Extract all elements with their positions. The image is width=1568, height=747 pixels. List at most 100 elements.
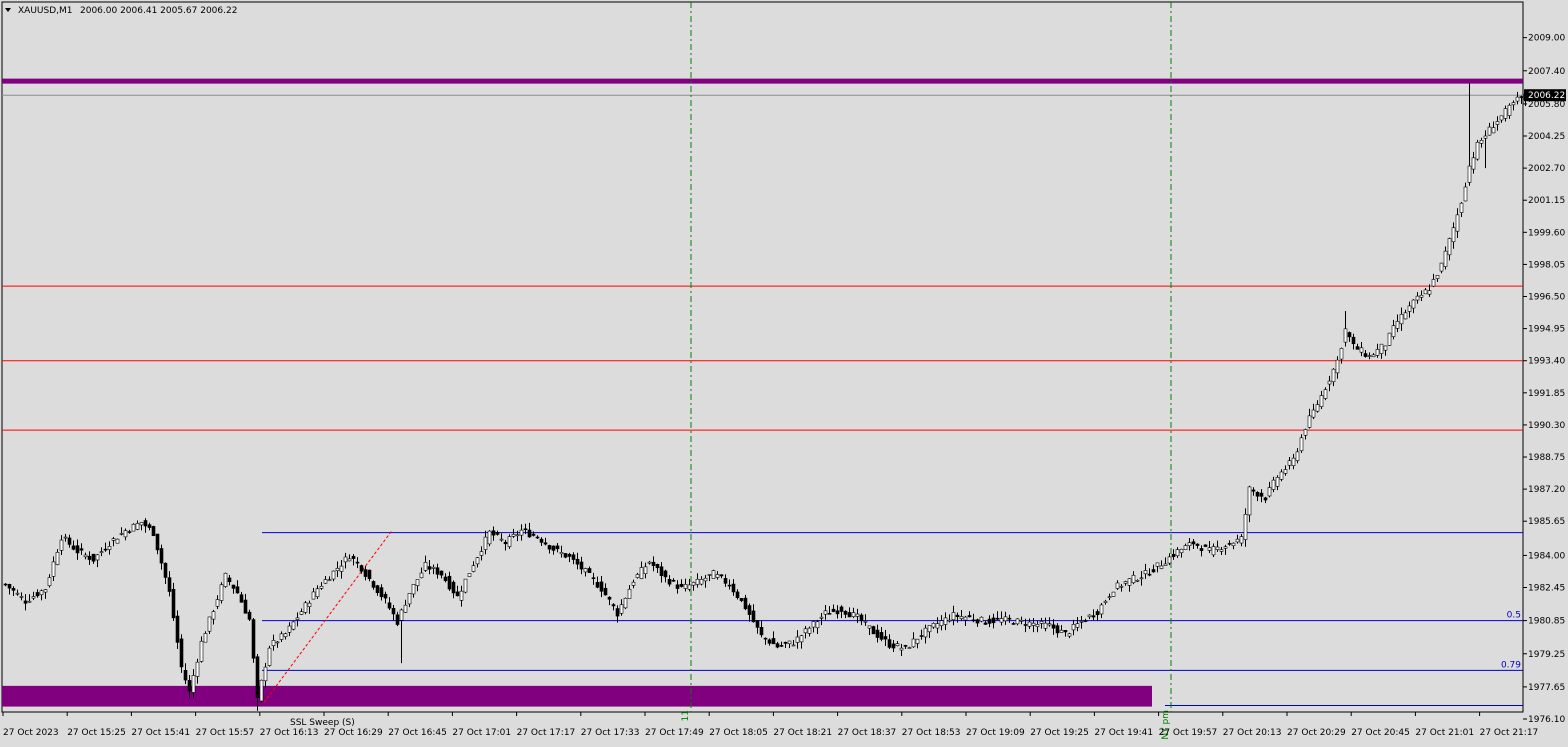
candle-body[interactable] <box>1131 574 1136 584</box>
candle-body[interactable] <box>1411 299 1416 309</box>
candle-body[interactable] <box>855 613 860 617</box>
plot-area[interactable] <box>1 1 1524 713</box>
candle-body[interactable] <box>1479 140 1484 144</box>
candle-body[interactable] <box>831 608 836 612</box>
candle-body[interactable] <box>467 573 472 577</box>
candle-body[interactable] <box>871 626 876 635</box>
candle-body[interactable] <box>563 553 568 558</box>
candle-body[interactable] <box>543 542 548 545</box>
candle-body[interactable] <box>1183 545 1188 550</box>
candle-body[interactable] <box>867 625 872 629</box>
candle-body[interactable] <box>479 551 484 556</box>
candle-body[interactable] <box>1039 621 1044 624</box>
candle-body[interactable] <box>1147 573 1152 576</box>
candle-body[interactable] <box>851 612 856 617</box>
candle-body[interactable] <box>535 536 540 539</box>
candle-body[interactable] <box>723 578 728 584</box>
candle-body[interactable] <box>415 579 420 586</box>
candle-body[interactable] <box>123 530 128 538</box>
candle-body[interactable] <box>303 602 308 613</box>
candle-body[interactable] <box>439 570 444 576</box>
candle-body[interactable] <box>259 679 264 702</box>
candle-body[interactable] <box>1415 295 1420 301</box>
candle-body[interactable] <box>655 564 660 569</box>
candle-body[interactable] <box>223 572 228 587</box>
candle-body[interactable] <box>555 545 560 550</box>
candle-body[interactable] <box>435 567 440 575</box>
candle-body[interactable] <box>1003 616 1008 622</box>
candle-body[interactable] <box>1179 548 1184 554</box>
candle-body[interactable] <box>731 583 736 593</box>
candle-body[interactable] <box>375 585 380 594</box>
candle-body[interactable] <box>87 555 92 560</box>
candle-body[interactable] <box>1119 585 1124 588</box>
candle-body[interactable] <box>331 570 336 580</box>
candle-body[interactable] <box>119 533 124 535</box>
candle-body[interactable] <box>791 644 796 647</box>
candle-body[interactable] <box>387 602 392 609</box>
candle-body[interactable] <box>979 616 984 622</box>
candle-body[interactable] <box>483 536 488 550</box>
candle-body[interactable] <box>651 561 656 566</box>
candle-body[interactable] <box>587 568 592 573</box>
candle-body[interactable] <box>495 532 500 535</box>
candle-body[interactable] <box>1519 96 1524 98</box>
candle-body[interactable] <box>571 554 576 560</box>
candle-body[interactable] <box>675 584 680 589</box>
candle-body[interactable] <box>983 622 988 625</box>
candle-body[interactable] <box>1107 596 1112 599</box>
candle-body[interactable] <box>715 574 720 578</box>
candle-body[interactable] <box>783 641 788 644</box>
candle-body[interactable] <box>795 636 800 643</box>
candle-body[interactable] <box>1207 547 1212 551</box>
candle-body[interactable] <box>799 635 804 643</box>
candle-body[interactable] <box>1339 348 1344 360</box>
fib-retracement-line[interactable] <box>263 530 393 703</box>
candle-body[interactable] <box>167 577 172 592</box>
candle-body[interactable] <box>1495 121 1500 125</box>
candle-body[interactable] <box>447 575 452 590</box>
candle-body[interactable] <box>43 589 48 593</box>
candle-body[interactable] <box>71 545 76 550</box>
candle-body[interactable] <box>1447 238 1452 256</box>
candle-body[interactable] <box>943 617 948 625</box>
candle-body[interactable] <box>351 556 356 559</box>
candle-body[interactable] <box>275 641 280 644</box>
candle-body[interactable] <box>115 538 120 544</box>
candle-body[interactable] <box>683 584 688 589</box>
candle-body[interactable] <box>523 528 528 531</box>
candle-body[interactable] <box>67 537 72 545</box>
candle-body[interactable] <box>607 596 612 600</box>
candle-body[interactable] <box>1211 546 1216 556</box>
candle-body[interactable] <box>635 574 640 578</box>
candle-body[interactable] <box>219 584 224 601</box>
candle-body[interactable] <box>1251 489 1256 492</box>
candle-body[interactable] <box>583 568 588 573</box>
candle-body[interactable] <box>1275 476 1280 487</box>
candle-body[interactable] <box>1507 104 1512 116</box>
candle-body[interactable] <box>919 635 924 637</box>
candle-body[interactable] <box>1115 582 1120 589</box>
candle-body[interactable] <box>27 600 32 603</box>
candle-body[interactable] <box>1383 345 1388 351</box>
candle-body[interactable] <box>95 554 100 561</box>
candle-body[interactable] <box>11 588 16 591</box>
candle-body[interactable] <box>1055 625 1060 634</box>
candle-body[interactable] <box>1143 570 1148 575</box>
candle-body[interactable] <box>151 526 156 536</box>
candle-body[interactable] <box>1123 581 1128 584</box>
candle-body[interactable] <box>671 579 676 582</box>
candle-body[interactable] <box>751 610 756 623</box>
candle-body[interactable] <box>1467 165 1472 183</box>
candle-body[interactable] <box>1375 349 1380 356</box>
candle-body[interactable] <box>1371 354 1376 358</box>
candle-body[interactable] <box>231 584 236 589</box>
candle-body[interactable] <box>951 612 956 621</box>
candle-body[interactable] <box>1255 492 1260 497</box>
candle-body[interactable] <box>1231 542 1236 547</box>
candle-body[interactable] <box>931 623 936 628</box>
candle-body[interactable] <box>1431 279 1436 287</box>
candle-body[interactable] <box>643 566 648 575</box>
candle-body[interactable] <box>1315 404 1320 412</box>
